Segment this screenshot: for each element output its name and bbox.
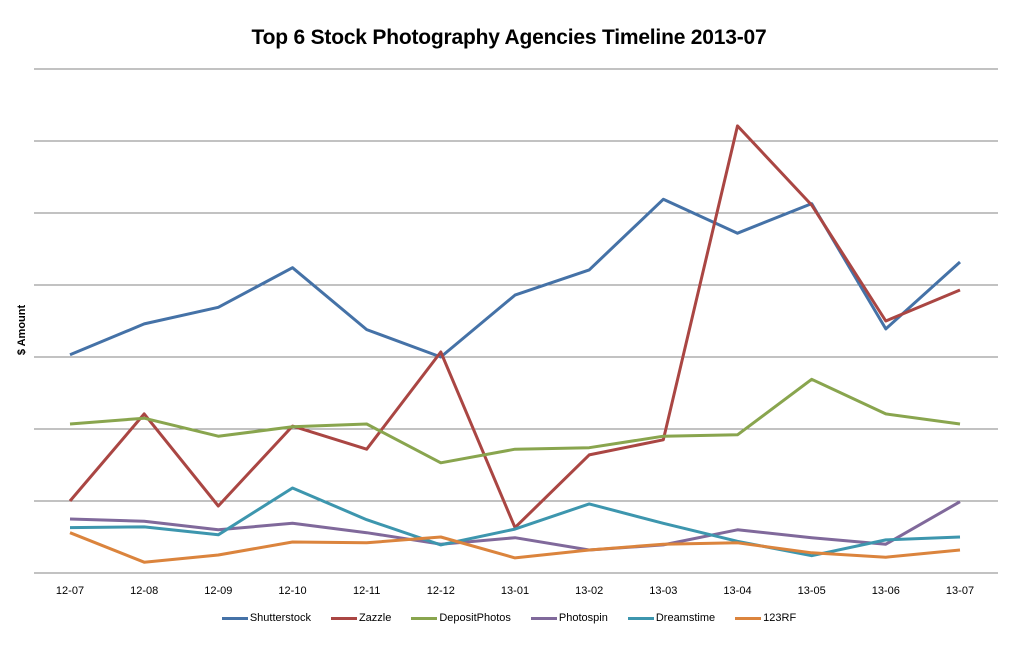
- legend-item-zazzle: Zazzle: [330, 612, 392, 624]
- legend-swatch-icon: [530, 616, 557, 620]
- gridlines: [34, 68, 998, 574]
- x-tick-label: 13-05: [798, 585, 826, 597]
- x-tick-label: 12-08: [130, 585, 158, 597]
- legend-label: Dreamstime: [655, 612, 716, 624]
- x-tick-label: 13-03: [649, 585, 677, 597]
- x-axis-ticks: 12-07 12-08 12-09 12-10 12-11 12-12 13-01 13-02…: [56, 585, 974, 597]
- series-lines: [68, 124, 962, 564]
- series-line-photospin: [69, 500, 961, 552]
- legend-swatch-icon: [735, 616, 762, 620]
- legend-item-123rf: 123RF: [735, 612, 796, 624]
- series-line-zazzle: [68, 124, 961, 530]
- legend-swatch-icon: [330, 616, 357, 620]
- legend-swatch-icon: [411, 616, 438, 620]
- legend-label: Zazzle: [358, 612, 392, 624]
- x-tick-label: 13-01: [501, 585, 529, 597]
- legend-item-dreamstime: Dreamstime: [627, 612, 716, 624]
- legend-item-photospin: Photospin: [530, 612, 608, 624]
- x-tick-label: 12-12: [427, 585, 455, 597]
- legend-item-shutterstock: Shutterstock: [221, 612, 311, 624]
- plot-area: 12-07 12-08 12-09 12-10 12-11 12-12 13-01 13-02…: [34, 68, 998, 597]
- series-line-123rf: [69, 531, 961, 564]
- series-line-shutterstock: [69, 197, 962, 359]
- legend: Shutterstock Zazzle DepositPhotos Photos…: [0, 612, 1018, 624]
- legend-label: Photospin: [558, 612, 608, 624]
- legend-label: Shutterstock: [249, 612, 311, 624]
- x-tick-label: 13-07: [946, 585, 974, 597]
- chart-title: Top 6 Stock Photography Agencies Timelin…: [251, 26, 767, 49]
- legend-label: 123RF: [763, 612, 797, 624]
- series-line-depositphotos: [69, 377, 961, 465]
- x-tick-label: 13-04: [723, 585, 751, 597]
- x-tick-label: 13-02: [575, 585, 603, 597]
- x-tick-label: 12-11: [353, 585, 380, 597]
- legend-swatch-icon: [627, 616, 654, 620]
- x-tick-label: 12-07: [56, 585, 84, 597]
- legend-swatch-icon: [221, 616, 248, 620]
- x-tick-label: 13-06: [872, 585, 900, 597]
- legend-item-depositphotos: DepositPhotos: [411, 612, 511, 624]
- legend-label: DepositPhotos: [439, 612, 511, 624]
- x-tick-label: 12-10: [278, 585, 306, 597]
- x-tick-label: 12-09: [204, 585, 232, 597]
- series-line-dreamstime: [69, 486, 961, 558]
